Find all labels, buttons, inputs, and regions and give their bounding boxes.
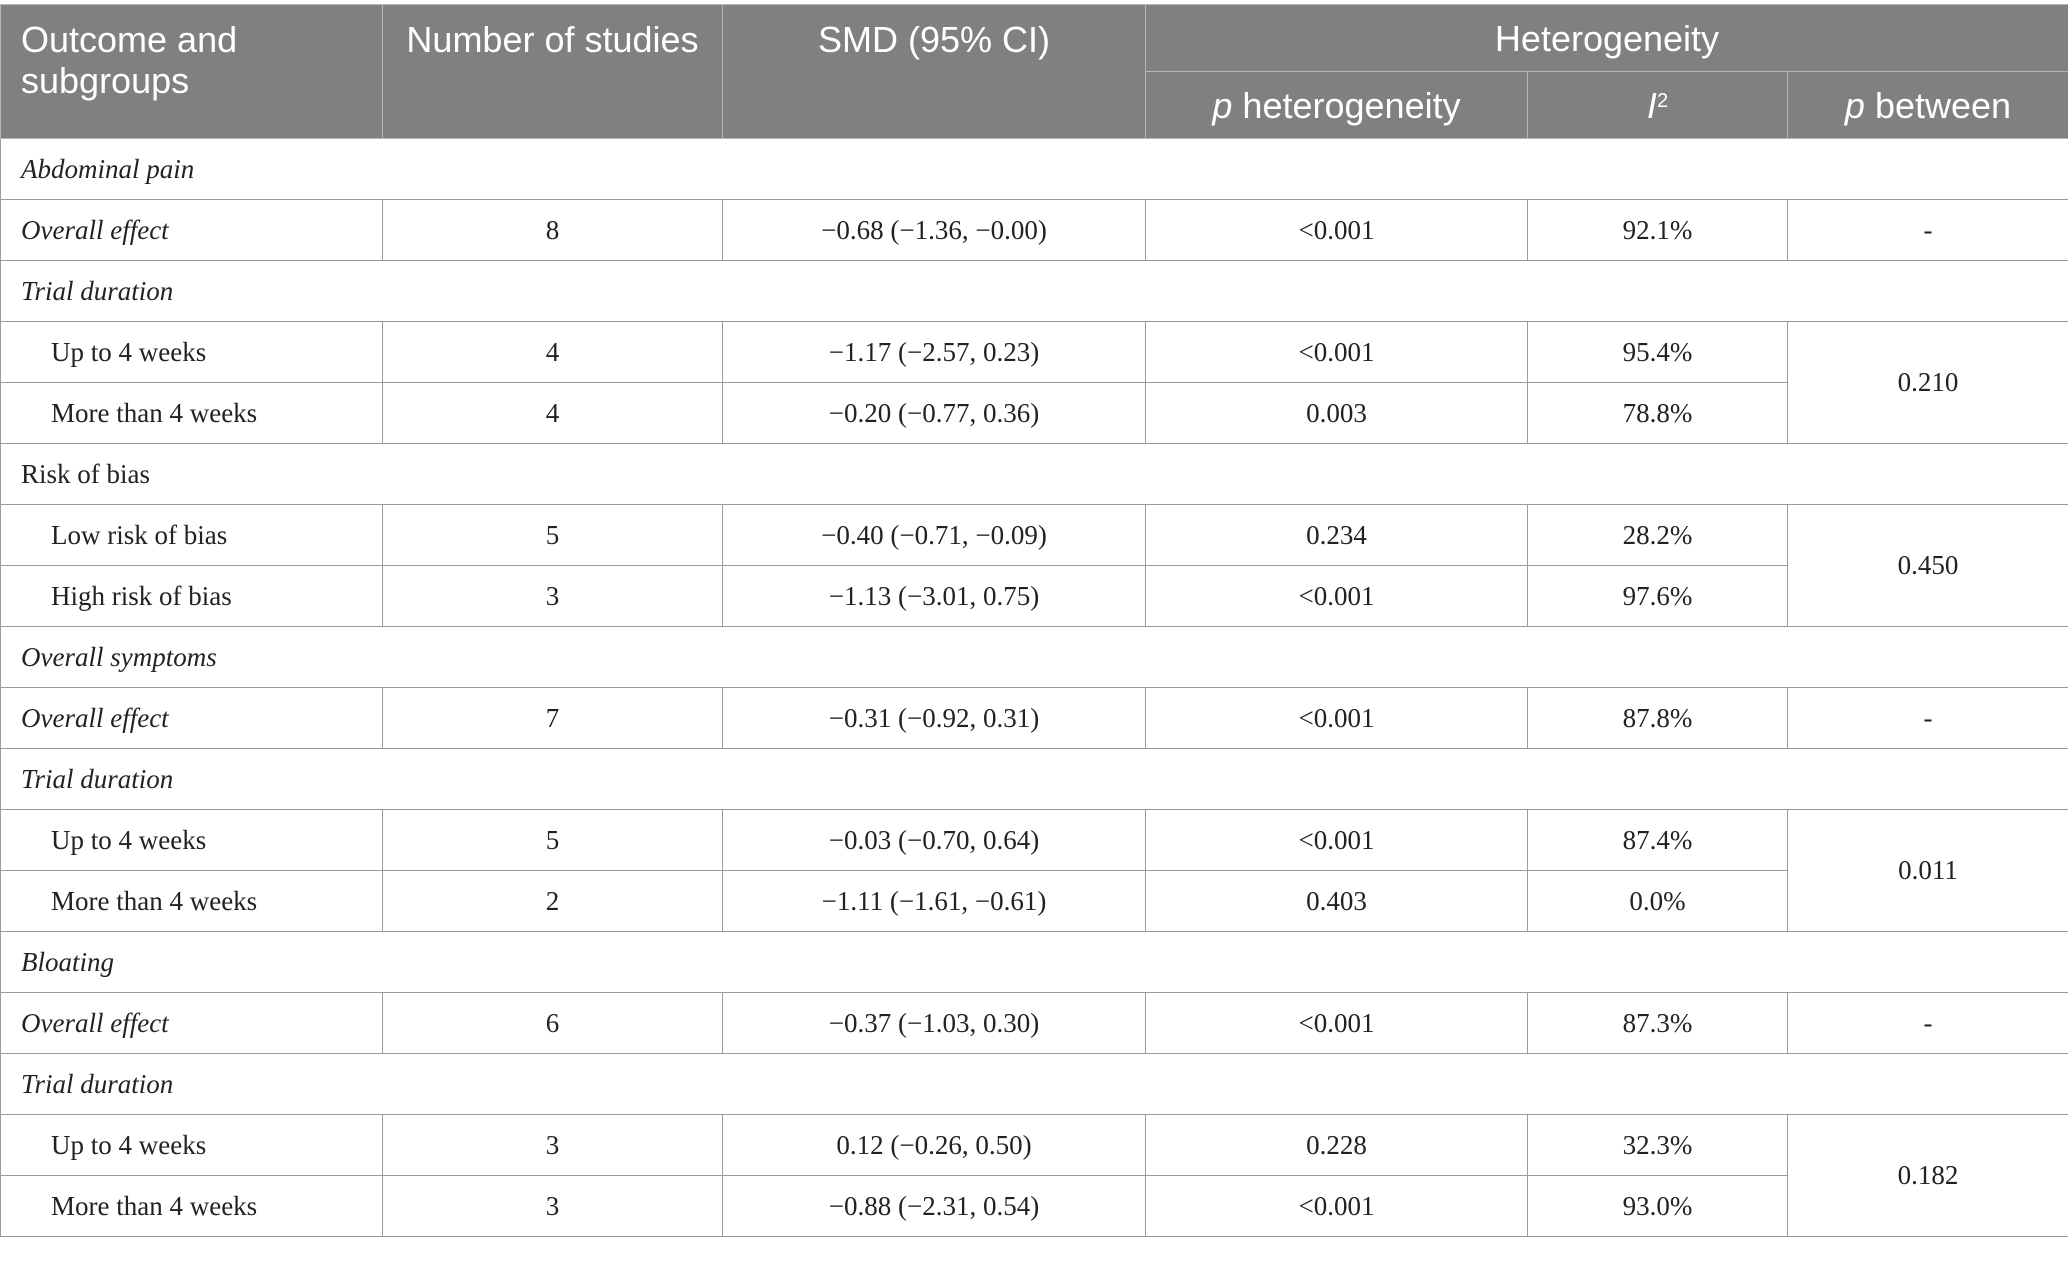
section-row-trial-duration: Trial duration [0,1053,2068,1115]
table-row: Up to 4 weeks 4 −1.17 (−2.57, 0.23) <0.0… [0,321,2068,444]
cell-p-het: 0.003 [1145,382,1528,444]
section-row-overall-symptoms: Overall symptoms [0,626,2068,688]
section-label: Bloating [0,931,2068,993]
row-label: More than 4 weeks [0,870,383,932]
table-row: Overall effect 6 −0.37 (−1.03, 0.30) <0.… [0,992,2068,1054]
cell-n: 3 [382,565,723,627]
table-header: Outcome and subgroups Number of studies … [0,4,2068,139]
section-label: Overall symptoms [0,626,2068,688]
table-row: High risk of bias 3 −1.13 (−3.01, 0.75) … [0,565,2068,627]
cell-smd: −0.40 (−0.71, −0.09) [722,504,1146,566]
cell-p-between: - [1787,199,2068,261]
cell-smd: −1.11 (−1.61, −0.61) [722,870,1146,932]
cell-p-het: 0.403 [1145,870,1528,932]
cell-p-between: - [1787,992,2068,1054]
header-heterogeneity: Heterogeneity [1145,4,2068,72]
cell-smd: −1.17 (−2.57, 0.23) [722,321,1146,383]
cell-p-het: <0.001 [1145,687,1528,749]
cell-smd: −1.13 (−3.01, 0.75) [722,565,1146,627]
table-row: Low risk of bias 5 −0.40 (−0.71, −0.09) … [0,504,2068,627]
table-row: Overall effect 8 −0.68 (−1.36, −0.00) <0… [0,199,2068,261]
row-label: Up to 4 weeks [0,809,383,871]
table-row: More than 4 weeks 2 −1.11 (−1.61, −0.61)… [0,870,2068,932]
row-label: Low risk of bias [0,504,383,566]
cell-i2: 97.6% [1527,565,1788,627]
cell-i2: 78.8% [1527,382,1788,444]
cell-smd: 0.12 (−0.26, 0.50) [722,1114,1146,1176]
cell-i2: 32.3% [1527,1114,1788,1176]
table-row: Overall effect 7 −0.31 (−0.92, 0.31) <0.… [0,687,2068,749]
cell-smd: −0.37 (−1.03, 0.30) [722,992,1146,1054]
table-row: Up to 4 weeks 5 −0.03 (−0.70, 0.64) <0.0… [0,809,2068,932]
cell-p-between: - [1787,687,2068,749]
cell-smd: −0.88 (−2.31, 0.54) [722,1175,1146,1237]
cell-p-het: 0.228 [1145,1114,1528,1176]
header-p-heterogeneity: p heterogeneity [1145,71,1528,139]
cell-n: 5 [382,809,723,871]
cell-p-between: 0.182 [1787,1114,2068,1237]
header-i-squared: I2 [1527,71,1788,139]
cell-p-between: 0.450 [1787,504,2068,627]
cell-p-het: <0.001 [1145,992,1528,1054]
section-label: Trial duration [0,1053,2068,1115]
table-row: More than 4 weeks 3 −0.88 (−2.31, 0.54) … [0,1175,2068,1237]
cell-i2: 92.1% [1527,199,1788,261]
section-row-abdominal-pain: Abdominal pain [0,138,2068,200]
section-label: Risk of bias [0,443,2068,505]
cell-i2: 87.4% [1527,809,1788,871]
cell-n: 3 [382,1175,723,1237]
row-label: High risk of bias [0,565,383,627]
cell-p-het: <0.001 [1145,321,1528,383]
cell-p-between: 0.011 [1787,809,2068,932]
row-label: Overall effect [0,687,383,749]
cell-p-het: <0.001 [1145,809,1528,871]
row-label: More than 4 weeks [0,382,383,444]
cell-p-het: <0.001 [1145,199,1528,261]
cell-smd: −0.68 (−1.36, −0.00) [722,199,1146,261]
cell-p-het: 0.234 [1145,504,1528,566]
section-row-bloating: Bloating [0,931,2068,993]
cell-i2: 28.2% [1527,504,1788,566]
row-label: More than 4 weeks [0,1175,383,1237]
section-label: Abdominal pain [0,138,2068,200]
row-label: Overall effect [0,992,383,1054]
cell-smd: −0.03 (−0.70, 0.64) [722,809,1146,871]
section-row-trial-duration: Trial duration [0,748,2068,810]
row-label: Up to 4 weeks [0,1114,383,1176]
header-number-of-studies: Number of studies [382,4,723,139]
table-body: Abdominal pain Overall effect 8 −0.68 (−… [0,138,2068,1237]
cell-n: 4 [382,321,723,383]
results-table: Outcome and subgroups Number of studies … [0,4,2068,1237]
header-outcome: Outcome and subgroups [0,4,383,139]
cell-n: 3 [382,1114,723,1176]
cell-i2: 0.0% [1527,870,1788,932]
section-label: Trial duration [0,748,2068,810]
cell-n: 4 [382,382,723,444]
cell-p-het: <0.001 [1145,565,1528,627]
cell-i2: 95.4% [1527,321,1788,383]
cell-n: 6 [382,992,723,1054]
row-label: Up to 4 weeks [0,321,383,383]
cell-i2: 93.0% [1527,1175,1788,1237]
cell-p-het: <0.001 [1145,1175,1528,1237]
table-row: Up to 4 weeks 3 0.12 (−0.26, 0.50) 0.228… [0,1114,2068,1237]
section-label: Trial duration [0,260,2068,322]
cell-p-between: 0.210 [1787,321,2068,444]
header-smd: SMD (95% CI) [722,4,1146,139]
cell-smd: −0.20 (−0.77, 0.36) [722,382,1146,444]
cell-n: 8 [382,199,723,261]
cell-n: 5 [382,504,723,566]
section-row-trial-duration: Trial duration [0,260,2068,322]
cell-n: 7 [382,687,723,749]
section-row-risk-of-bias: Risk of bias [0,443,2068,505]
cell-i2: 87.3% [1527,992,1788,1054]
cell-smd: −0.31 (−0.92, 0.31) [722,687,1146,749]
cell-n: 2 [382,870,723,932]
header-p-between: p between [1787,71,2068,139]
row-label: Overall effect [0,199,383,261]
table-row: More than 4 weeks 4 −0.20 (−0.77, 0.36) … [0,382,2068,444]
cell-i2: 87.8% [1527,687,1788,749]
